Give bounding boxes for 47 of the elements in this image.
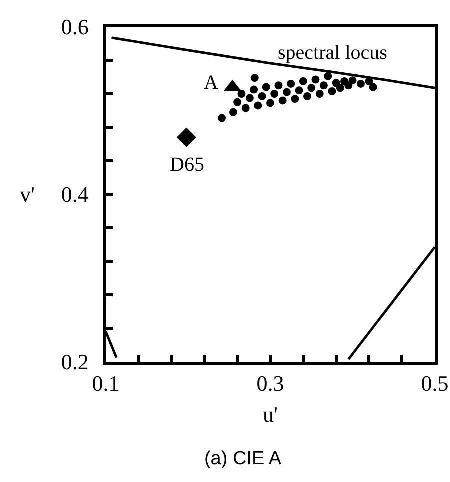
series-label: D65 (170, 154, 204, 176)
point (332, 79, 340, 88)
point (250, 74, 259, 82)
point (278, 96, 287, 105)
point (258, 92, 266, 101)
point (176, 128, 196, 148)
point (242, 104, 250, 112)
series-label: A (204, 72, 219, 94)
y-axis-title: v' (20, 182, 35, 207)
point (344, 82, 353, 90)
point (328, 87, 336, 96)
text: (a) CIE A (204, 448, 282, 470)
point (299, 77, 308, 86)
point (262, 83, 270, 92)
x-axis-title: u' (263, 402, 278, 428)
point (295, 86, 304, 95)
point (282, 88, 291, 96)
point (270, 90, 279, 98)
y-tick-label: 0.4 (61, 182, 89, 208)
point (324, 72, 332, 80)
point (312, 76, 320, 84)
series-label: spectral locus (278, 42, 388, 64)
point (266, 99, 274, 108)
point (336, 84, 344, 92)
point (254, 102, 262, 110)
point (356, 80, 365, 88)
point (308, 84, 316, 92)
x-tick-label: 0.5 (421, 371, 449, 396)
point (348, 76, 357, 85)
line-series (110, 36, 435, 90)
x-tick-label: 0.3 (256, 371, 284, 396)
point (369, 83, 378, 92)
point (234, 98, 242, 106)
point (274, 82, 283, 90)
point (229, 108, 238, 116)
y-tick-label: 0.6 (61, 14, 89, 40)
point (291, 95, 300, 104)
point (250, 86, 258, 94)
point (316, 90, 324, 98)
x-tick-label: 0.1 (92, 371, 120, 396)
point (246, 94, 254, 102)
point (304, 92, 312, 101)
point (218, 114, 226, 122)
point (238, 90, 246, 98)
point (320, 82, 328, 90)
point (287, 80, 296, 88)
y-tick-label: 0.2 (61, 350, 89, 375)
